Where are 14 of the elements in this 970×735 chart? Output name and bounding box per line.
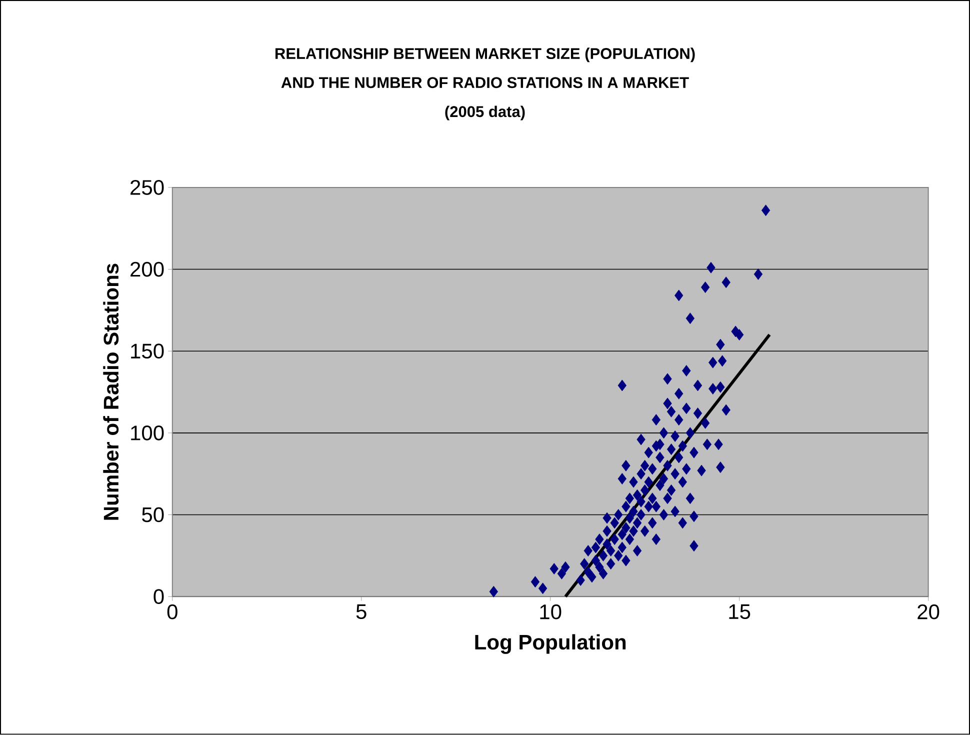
y-tick-label: 200 — [130, 262, 164, 277]
y-tick-label: 100 — [131, 426, 164, 440]
y-axis-title: Number of Radio Stations — [103, 264, 119, 520]
y-tick-label: 50 — [142, 507, 164, 522]
x-tick-label: 0 — [167, 604, 178, 620]
y-tick-label: 150 — [131, 344, 164, 359]
x-axis-title: Log Population — [475, 634, 626, 654]
x-tick-label: 20 — [918, 604, 940, 620]
y-tick-label: 0 — [154, 589, 164, 604]
x-tick-label: 15 — [729, 604, 750, 620]
chart-title: RELATIONSHIP BETWEEN MARKET SIZE (POPULATION) AND THE NUMBER OF RADIO STATIONS IN A MARKET (2005 data) — [275, 48, 695, 120]
x-tick-label: 10 — [540, 604, 562, 620]
y-tick-label: 250 — [130, 180, 164, 196]
x-tick-label: 5 — [356, 604, 366, 620]
